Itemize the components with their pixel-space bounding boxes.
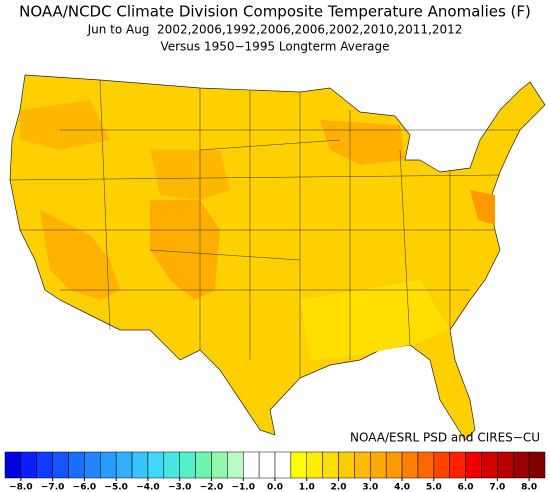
color-box xyxy=(401,451,419,479)
color-box xyxy=(338,451,355,479)
mid-atlantic-warm-region xyxy=(470,190,495,225)
tick-label: 6.0 xyxy=(458,483,474,492)
color-box xyxy=(306,451,323,479)
color-box xyxy=(370,451,387,479)
color-box xyxy=(274,451,292,479)
tick-label: −4.0 xyxy=(136,483,159,492)
color-box xyxy=(528,451,546,479)
map-baseline: Versus 1950−1995 Longterm Average xyxy=(160,40,389,54)
southwest-warm-region xyxy=(150,200,220,300)
map-title: NOAA/NCDC Climate Division Composite Tem… xyxy=(19,3,531,21)
us-outline xyxy=(9,74,546,441)
map-subtitle: Jun to Aug 2002,2006,1992,2006,2006,2002… xyxy=(87,23,463,37)
color-box xyxy=(147,451,165,479)
color-box xyxy=(4,451,22,479)
color-box xyxy=(36,451,53,479)
color-box xyxy=(179,451,196,479)
color-box xyxy=(195,451,212,479)
color-box xyxy=(290,451,308,479)
color-box xyxy=(354,451,371,479)
color-box xyxy=(258,451,276,479)
color-box xyxy=(465,451,482,479)
color-box xyxy=(100,451,117,479)
color-box xyxy=(512,451,530,479)
tick-label: −7.0 xyxy=(41,483,64,492)
color-box xyxy=(68,451,85,479)
mountain-warm-region xyxy=(150,150,230,200)
tick-label: 0.0 xyxy=(267,483,283,492)
tick-label: 5.0 xyxy=(426,483,442,492)
color-box xyxy=(481,451,498,479)
color-box xyxy=(227,451,244,479)
tick-label: −1.0 xyxy=(231,483,254,492)
color-box xyxy=(115,451,133,479)
northwest-warm-region xyxy=(20,100,110,150)
color-box xyxy=(242,451,260,479)
tick-label: −6.0 xyxy=(73,483,96,492)
color-box xyxy=(417,451,435,479)
tick-label: 8.0 xyxy=(521,483,537,492)
tick-label: 2.0 xyxy=(331,483,347,492)
tick-label: 3.0 xyxy=(362,483,378,492)
tick-label: −2.0 xyxy=(200,483,223,492)
division-lines xyxy=(9,79,520,378)
color-box xyxy=(322,451,339,479)
southeast-region xyxy=(300,280,450,360)
color-box xyxy=(163,451,180,479)
color-box xyxy=(20,451,38,479)
tick-label: 1.0 xyxy=(299,483,315,492)
color-box xyxy=(52,451,69,479)
color-box xyxy=(449,451,466,479)
tick-label: −3.0 xyxy=(168,483,191,492)
great-lakes-warm-region xyxy=(320,120,405,165)
color-box xyxy=(211,451,228,479)
west-warm-region xyxy=(40,210,120,300)
color-box xyxy=(385,451,403,479)
tick-label: −5.0 xyxy=(104,483,127,492)
tick-label: 4.0 xyxy=(394,483,410,492)
colorbar: −8.0 −7.0 −6.0 −5.0 −4.0 −3.0 −2.0 −1.0 0.0 1.0 2.… xyxy=(4,451,546,492)
color-box xyxy=(433,451,450,479)
color-box xyxy=(497,451,514,479)
us-map xyxy=(9,74,546,441)
tick-label: 7.0 xyxy=(489,483,505,492)
color-box xyxy=(131,451,149,479)
credit: NOAA/ESRL PSD and CIRES−CU xyxy=(350,431,540,445)
tick-label: −8.0 xyxy=(9,483,32,492)
color-box xyxy=(84,451,101,479)
